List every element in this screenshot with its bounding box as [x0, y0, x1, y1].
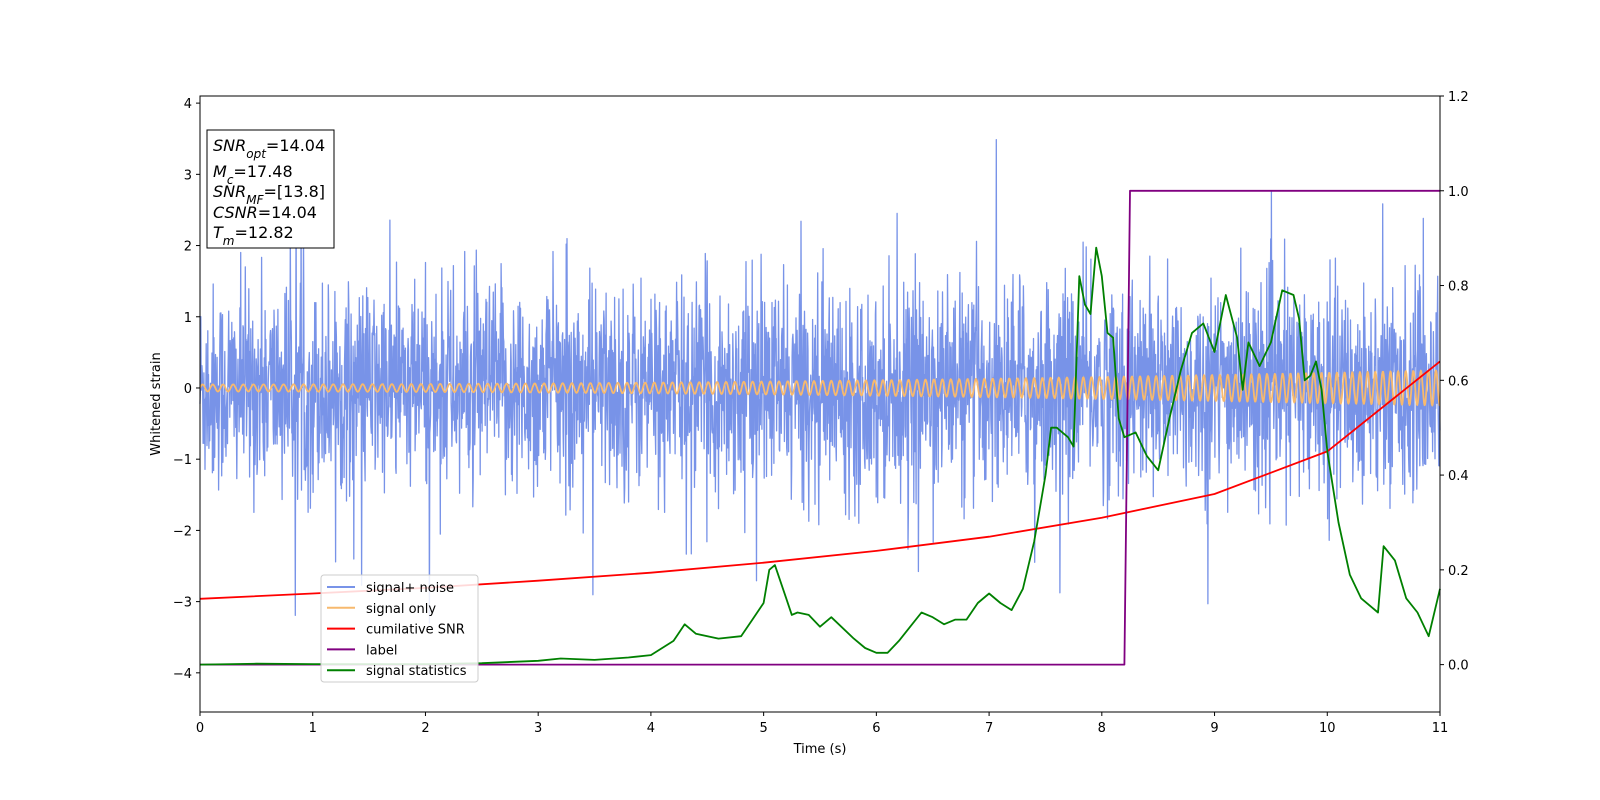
y2-tick-label: 1.0 — [1448, 185, 1469, 200]
y-tick-label: 1 — [184, 311, 192, 326]
x-tick-label: 7 — [985, 721, 993, 736]
y-tick-label: 2 — [184, 240, 192, 255]
series-line-4 — [200, 189, 1440, 666]
x-tick-label: 11 — [1432, 721, 1449, 736]
y-tick-label: 0 — [184, 382, 192, 397]
x-tick-label: 1 — [309, 721, 317, 736]
y-tick-label: −4 — [173, 667, 192, 682]
y-tick-label: −3 — [173, 596, 192, 611]
annotation-line: SNRopt=14.04 — [213, 136, 325, 161]
legend-label: signal statistics — [366, 664, 467, 679]
x-tick-label: 9 — [1210, 721, 1218, 736]
x-axis: 0 1 2 3 4 5 6 7 8 9 10 11 — [196, 712, 1448, 736]
legend-frame — [320, 574, 479, 683]
annotation-line: Mc=17.48 — [213, 162, 293, 187]
series-line-1 — [199, 139, 1441, 624]
y2-tick-label: 0.6 — [1448, 374, 1469, 389]
x-tick-label: 6 — [872, 721, 880, 736]
legend-label: label — [366, 643, 397, 658]
y-axis-label: Whitened strain — [149, 352, 164, 455]
x-tick-label: 10 — [1319, 721, 1336, 736]
annotation-line: CSNR=14.04 — [213, 203, 317, 222]
y-tick-label: −2 — [173, 524, 192, 539]
x-tick-label: 3 — [534, 721, 542, 736]
y-axis-left: −4 −3 −2 −1 0 1 2 3 4 — [173, 97, 200, 682]
annotation-line: SNRMF=[13.8] — [213, 182, 325, 207]
y2-tick-label: 0.0 — [1448, 659, 1469, 674]
legend-label: cumilative SNR — [366, 623, 465, 638]
y2-tick-label: 0.8 — [1448, 280, 1469, 295]
annotation-box: SNRopt=14.04Mc=17.48SNRMF=[13.8]CSNR=14.… — [206, 129, 335, 249]
annotation-frame — [206, 129, 335, 249]
legend-label: signal only — [366, 602, 436, 617]
x-axis-label: Time (s) — [793, 742, 847, 757]
axes-frame — [199, 95, 1441, 713]
y-tick-label: 4 — [184, 97, 192, 112]
y-axis-right: 0.0 0.2 0.4 0.6 0.8 1.0 1.2 — [1440, 90, 1469, 674]
y-tick-label: 3 — [184, 168, 192, 183]
annotation-line: Tm=12.82 — [213, 223, 294, 248]
x-tick-label: 4 — [647, 721, 655, 736]
x-tick-label: 8 — [1098, 721, 1106, 736]
y-tick-label: −1 — [173, 453, 192, 468]
x-tick-label: 0 — [196, 721, 204, 736]
legend: signal+ noise signal only cumilative SNR la… — [320, 574, 479, 683]
x-tick-label: 5 — [759, 721, 767, 736]
y2-tick-label: 1.2 — [1448, 90, 1469, 105]
x-tick-label: 2 — [421, 721, 429, 736]
series-line-2 — [199, 369, 1441, 407]
y2-tick-label: 0.2 — [1448, 564, 1469, 579]
y2-tick-label: 0.4 — [1448, 469, 1469, 484]
legend-label: signal+ noise — [366, 581, 454, 596]
series-line-5 — [199, 246, 1441, 666]
